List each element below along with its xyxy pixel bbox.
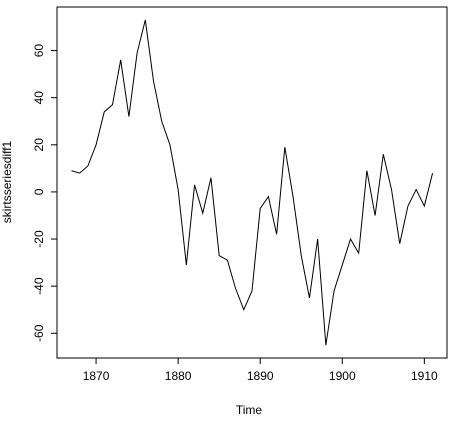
series-line xyxy=(71,19,434,346)
x-tick-label: 1880 xyxy=(165,369,192,383)
y-tick-label: -20 xyxy=(32,230,46,248)
y-tick-label: -40 xyxy=(32,277,46,295)
y-axis-label: skirtsseriesdiff1 xyxy=(0,140,14,223)
y-tick-label: 60 xyxy=(32,44,46,58)
x-tick-label: 1910 xyxy=(411,369,438,383)
x-tick-label: 1900 xyxy=(329,369,356,383)
x-axis-label: Time xyxy=(236,403,263,417)
y-tick-label: 40 xyxy=(32,91,46,105)
y-tick-label: -60 xyxy=(32,324,46,342)
x-tick-label: 1890 xyxy=(247,369,274,383)
y-tick-label: 0 xyxy=(32,188,46,195)
x-tick-label: 1870 xyxy=(83,369,110,383)
y-tick-label: 20 xyxy=(32,138,46,152)
plot-box xyxy=(56,6,448,359)
